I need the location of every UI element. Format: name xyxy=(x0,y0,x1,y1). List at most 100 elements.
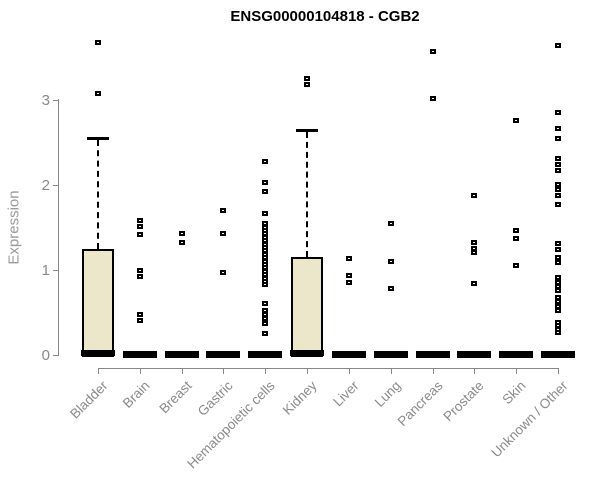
data-point xyxy=(555,162,561,167)
data-point xyxy=(346,256,352,261)
collapsed-box xyxy=(541,351,575,358)
data-point xyxy=(304,76,310,81)
data-point xyxy=(220,270,226,275)
data-point xyxy=(262,238,268,243)
data-point xyxy=(262,321,268,326)
data-point xyxy=(262,248,268,253)
x-tick xyxy=(98,368,99,374)
whisker xyxy=(97,140,99,249)
box xyxy=(291,257,323,357)
data-point xyxy=(304,82,310,87)
data-point xyxy=(346,273,352,278)
data-point xyxy=(262,282,268,287)
data-point xyxy=(137,318,143,323)
data-point xyxy=(262,221,268,226)
data-point xyxy=(555,187,561,192)
whisker-cap xyxy=(87,137,109,140)
data-point xyxy=(262,180,268,185)
data-point xyxy=(513,236,519,241)
data-point xyxy=(262,312,268,317)
y-tick-label: 0 xyxy=(41,347,50,364)
chart-title: ENSG00000104818 - CGB2 xyxy=(230,8,420,25)
data-point xyxy=(555,304,561,309)
data-point xyxy=(555,247,561,252)
data-point xyxy=(555,320,561,325)
data-point xyxy=(262,276,268,281)
data-point xyxy=(513,118,519,123)
data-point xyxy=(471,281,477,286)
data-point xyxy=(262,301,268,306)
data-point xyxy=(262,331,268,336)
median-line xyxy=(81,350,115,356)
data-point xyxy=(555,168,561,173)
data-point xyxy=(220,231,226,236)
data-point xyxy=(555,260,561,265)
data-point xyxy=(513,228,519,233)
box xyxy=(82,249,114,357)
data-point xyxy=(262,225,268,230)
data-point xyxy=(137,224,143,229)
data-point xyxy=(262,259,268,264)
data-point xyxy=(555,275,561,280)
y-tick xyxy=(53,355,58,356)
data-point xyxy=(430,49,436,54)
data-point xyxy=(555,327,561,332)
y-tick xyxy=(53,270,58,271)
data-point xyxy=(262,262,268,267)
y-axis-title: Expression xyxy=(5,190,23,265)
data-point xyxy=(555,126,561,131)
collapsed-box xyxy=(499,351,533,358)
data-point xyxy=(555,299,561,304)
data-point xyxy=(137,268,143,273)
data-point xyxy=(555,136,561,141)
data-point xyxy=(262,279,268,284)
x-tick xyxy=(223,368,224,374)
y-axis-line xyxy=(58,99,59,356)
data-point xyxy=(262,265,268,270)
data-point xyxy=(346,280,352,285)
data-point xyxy=(430,96,436,101)
data-point xyxy=(471,193,477,198)
data-point xyxy=(555,323,561,328)
data-point xyxy=(262,211,268,216)
data-point xyxy=(555,110,561,115)
data-point xyxy=(262,252,268,257)
collapsed-box xyxy=(332,351,366,358)
x-axis-line xyxy=(98,368,559,369)
y-tick-label: 3 xyxy=(41,92,50,109)
data-point xyxy=(262,231,268,236)
data-point xyxy=(137,232,143,237)
x-tick xyxy=(140,368,141,374)
data-point xyxy=(471,250,477,255)
data-point xyxy=(555,241,561,246)
data-point xyxy=(137,312,143,317)
data-point xyxy=(137,274,143,279)
collapsed-box xyxy=(165,351,199,358)
data-point xyxy=(262,235,268,240)
whisker xyxy=(306,132,308,257)
data-point xyxy=(555,156,561,161)
x-tick xyxy=(391,368,392,374)
data-point xyxy=(262,316,268,321)
data-point xyxy=(262,228,268,233)
y-tick-label: 1 xyxy=(41,262,50,279)
data-point xyxy=(262,255,268,260)
data-point xyxy=(555,330,561,335)
data-point xyxy=(555,43,561,48)
collapsed-box xyxy=(457,351,491,358)
data-point xyxy=(388,221,394,226)
median-line xyxy=(290,350,324,356)
x-tick xyxy=(182,368,183,374)
y-tick xyxy=(53,100,58,101)
x-tick xyxy=(349,368,350,374)
data-point xyxy=(137,218,143,223)
data-point xyxy=(262,189,268,194)
data-point xyxy=(471,246,477,251)
collapsed-box xyxy=(374,351,408,358)
data-point xyxy=(555,202,561,207)
x-tick xyxy=(307,368,308,374)
data-point xyxy=(555,288,561,293)
y-tick xyxy=(53,185,58,186)
data-point xyxy=(555,295,561,300)
